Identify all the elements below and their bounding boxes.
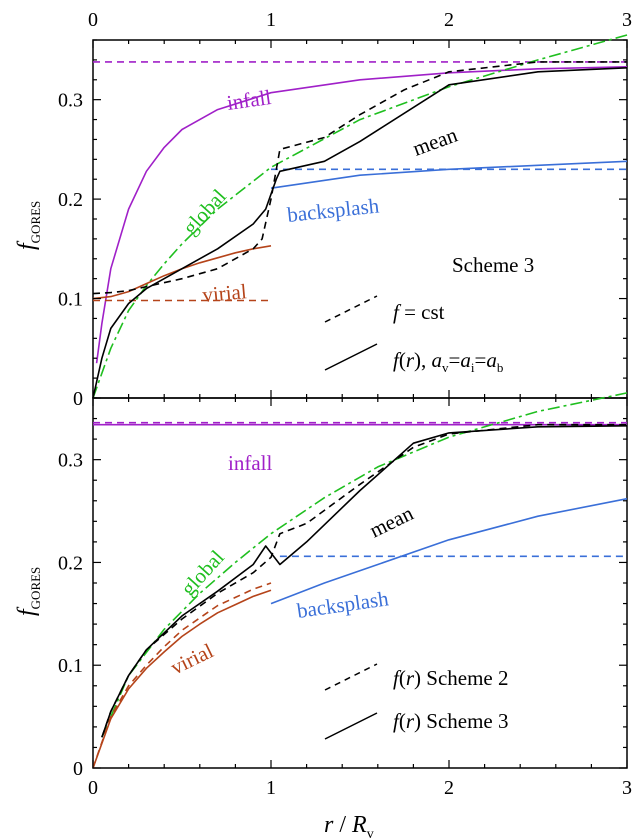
top-y-axis-label: fGORES: [14, 201, 43, 250]
top-label-infall: infall: [225, 85, 272, 115]
top-label-virial: virial: [201, 279, 247, 307]
top-legend-solid-label: f(r), av=ai=ab: [393, 348, 503, 375]
top-x-tick-labels: 0 1 2 3: [88, 9, 632, 31]
bottom-label-mean: mean: [366, 501, 418, 543]
top-series-mean-dashed: [92, 61, 627, 295]
x-tick-label-top: 2: [444, 9, 454, 31]
bottom-label-infall: infall: [228, 451, 272, 475]
x-tick-label-top: 0: [88, 9, 98, 31]
bottom-legend: f(r) Scheme 2 f(r) Scheme 3: [324, 663, 509, 740]
x-tick-label-bottom: 3: [622, 777, 632, 799]
bottom-x-tick-labels: 0 1 2 3: [88, 777, 632, 799]
top-y-tick-label: 0.2: [58, 189, 83, 211]
x-tick-label-bottom: 1: [266, 777, 276, 799]
top-label-mean: mean: [410, 122, 461, 160]
top-legend-dashed-swatch: [324, 295, 378, 323]
top-panel: 0 0.1 0.2 0.3 infall global mean backsplash…: [58, 34, 628, 410]
top-y-tick-label: 0: [73, 388, 83, 410]
bottom-legend-solid-label: f(r) Scheme 3: [393, 709, 509, 733]
bottom-legend-dashed-swatch: [324, 663, 378, 691]
bottom-series-virial-solid: [92, 589, 272, 769]
top-legend-solid-swatch: [324, 343, 378, 371]
bottom-y-tick-label: 0.3: [58, 450, 83, 472]
top-label-global: global: [178, 184, 231, 239]
bottom-panel: 00.10.20.3 infall global mean backsplash…: [58, 392, 628, 780]
bottom-legend-solid-swatch: [324, 712, 378, 740]
top-series-backsplash-solid: [270, 160, 628, 189]
x-axis-label: r / Rv: [324, 812, 374, 838]
bottom-y-tick-label: 0.1: [58, 655, 83, 677]
top-legend: f = cst f(r), av=ai=ab: [324, 295, 503, 375]
top-y-tick-label: 0.3: [58, 90, 83, 112]
bottom-series-virial-dashed: [92, 582, 272, 769]
bottom-y-tick-label: 0.2: [58, 552, 83, 574]
top-y-tick-label: 0.1: [58, 289, 83, 311]
x-tick-label-top: 1: [266, 9, 276, 31]
bottom-legend-dashed-label: f(r) Scheme 2: [393, 666, 509, 690]
bottom-label-backsplash: backsplash: [295, 586, 390, 623]
bottom-y-tick-label: 0: [73, 758, 83, 780]
bottom-label-virial: virial: [167, 638, 218, 679]
bottom-series-global-dashdot: [101, 392, 628, 738]
top-series-infall-solid: [95, 66, 628, 364]
x-tick-label-bottom: 2: [444, 777, 454, 799]
top-legend-dashed-label: f = cst: [393, 300, 445, 324]
bottom-series-backsplash-solid: [270, 497, 628, 605]
bottom-y-axis-label: fGORES: [14, 567, 43, 616]
top-scheme-label: Scheme 3: [452, 253, 534, 277]
bottom-series-mean-solid: [101, 425, 628, 738]
top-series-mean-solid: [92, 67, 628, 399]
top-label-backsplash: backsplash: [286, 193, 381, 227]
x-tick-label-top: 3: [622, 9, 632, 31]
bottom-panel-frame: [92, 397, 628, 769]
x-tick-label-bottom: 0: [88, 777, 98, 799]
